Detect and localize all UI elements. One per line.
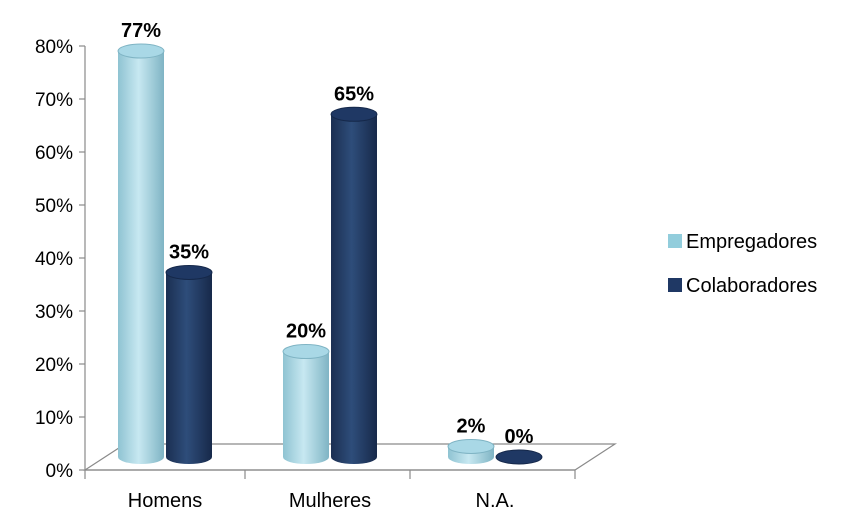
- legend-item: Empregadores: [668, 231, 817, 253]
- bar-top: [165, 264, 213, 280]
- data-label: 20%: [286, 321, 326, 343]
- bar-body: [283, 351, 329, 464]
- y-tick-label: 10%: [35, 408, 73, 429]
- bar-empregadores: [117, 43, 165, 464]
- y-tick-label: 0%: [46, 461, 74, 482]
- legend-swatch: [668, 278, 682, 292]
- data-label: 65%: [334, 83, 374, 105]
- bar-top: [117, 43, 165, 59]
- bar-body: [118, 51, 164, 464]
- bar-body: [331, 114, 377, 464]
- y-tick-label: 40%: [35, 249, 73, 270]
- data-label: 35%: [169, 241, 209, 263]
- x-tick-label: N.A.: [476, 490, 515, 512]
- bar-colaboradores: [165, 264, 213, 464]
- y-tick-label: 30%: [35, 302, 73, 323]
- data-label: 0%: [505, 426, 534, 448]
- data-label: 2%: [457, 415, 486, 437]
- bar-top: [447, 438, 495, 454]
- bar-colaboradores: [330, 106, 378, 464]
- x-tick-label: Homens: [128, 490, 202, 512]
- legend-swatch: [668, 234, 682, 248]
- bar-top: [282, 344, 330, 360]
- bar-colaboradores: [495, 449, 543, 465]
- data-label: 77%: [121, 20, 161, 42]
- bar-empregadores: [447, 438, 495, 464]
- bar-top: [330, 106, 378, 122]
- bar-empregadores: [282, 344, 330, 464]
- y-tick-label: 20%: [35, 355, 73, 376]
- data-labels: 77% 20% 2% 35% 65% 0%: [121, 20, 534, 448]
- bar-body: [166, 272, 212, 464]
- bars: [117, 43, 543, 465]
- y-tick-label: 80%: [35, 37, 73, 58]
- x-tick-label: Mulheres: [289, 490, 371, 512]
- y-tick-label: 70%: [35, 90, 73, 111]
- bar-top: [495, 449, 543, 465]
- y-tick-label: 50%: [35, 196, 73, 217]
- legend-label: Empregadores: [686, 231, 817, 253]
- y-tick-label: 60%: [35, 143, 73, 164]
- legend: Empregadores Colaboradores: [668, 231, 817, 297]
- legend-label: Colaboradores: [686, 275, 817, 297]
- legend-item: Colaboradores: [668, 275, 817, 297]
